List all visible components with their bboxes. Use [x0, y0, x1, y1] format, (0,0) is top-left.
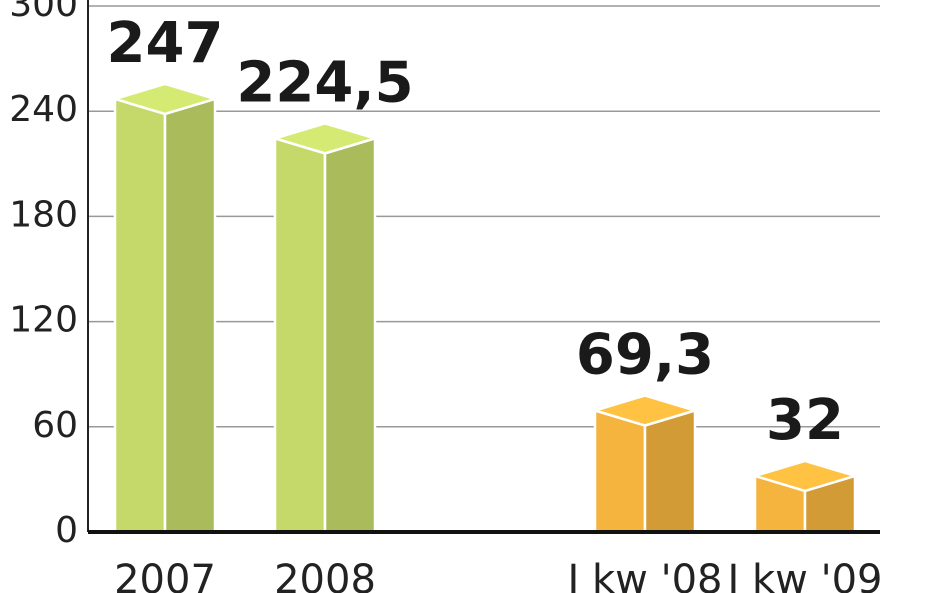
bar-side: [163, 97, 217, 534]
x-tick-label: 2008: [274, 557, 376, 593]
bar: [110, 82, 220, 534]
y-tick-label: 0: [55, 510, 78, 551]
value-label: 69,3: [576, 323, 714, 388]
y-tick-label: 60: [32, 405, 78, 446]
bar: [270, 122, 380, 534]
y-tick-label: 120: [9, 300, 78, 341]
value-label: 247: [107, 11, 224, 76]
bar: [590, 394, 700, 534]
bar-side: [323, 136, 377, 534]
y-tick-label: 240: [9, 89, 78, 130]
y-tick-label: 180: [9, 194, 78, 235]
bar-top: [270, 122, 380, 155]
value-label: 224,5: [236, 51, 413, 116]
y-tick-label: 300: [9, 0, 78, 25]
bar-front: [273, 136, 327, 534]
bar-top: [110, 82, 220, 116]
bar-top: [750, 459, 860, 493]
x-tick-label: 2007: [114, 557, 216, 593]
x-tick-label: I kw '08: [568, 557, 723, 593]
x-tick-label: I kw '09: [728, 557, 883, 593]
bar-side: [643, 408, 697, 534]
bar-top: [590, 394, 700, 427]
value-label: 32: [766, 388, 844, 453]
bar-front: [593, 408, 647, 534]
bar-front: [113, 97, 167, 534]
bar: [750, 459, 860, 534]
